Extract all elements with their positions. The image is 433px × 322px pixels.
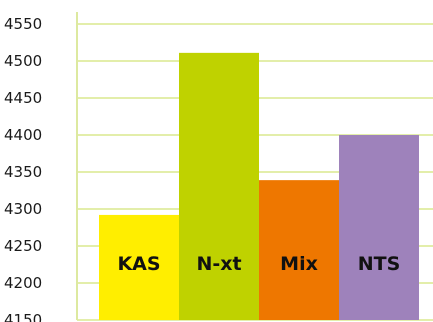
y-tick-label: 4500	[4, 52, 42, 70]
bar-category-label: KAS	[117, 253, 160, 275]
bar-kas	[99, 214, 179, 320]
bar-mix	[259, 180, 339, 320]
y-tick-label: 4450	[4, 89, 42, 107]
bar-category-label: N-xt	[196, 253, 241, 275]
y-tick-label: 4300	[4, 200, 42, 218]
bar-category-label: NTS	[358, 253, 401, 275]
y-axis-ticks: 4150 4200 4250 4300 4350 4400 4450 4500 4550	[4, 15, 42, 322]
y-tick-label: 4350	[4, 163, 42, 181]
bar-category-label: Mix	[280, 253, 318, 275]
y-tick-label: 4400	[4, 126, 42, 144]
bar-n-xt	[179, 52, 259, 321]
y-tick-label: 4150	[4, 311, 42, 322]
y-tick-label: 4550	[4, 15, 42, 33]
y-tick-label: 4250	[4, 237, 42, 255]
bar-nts	[339, 135, 419, 320]
y-tick-label: 4200	[4, 274, 42, 292]
bars: KAS N-xt Mix NTS	[99, 52, 419, 321]
